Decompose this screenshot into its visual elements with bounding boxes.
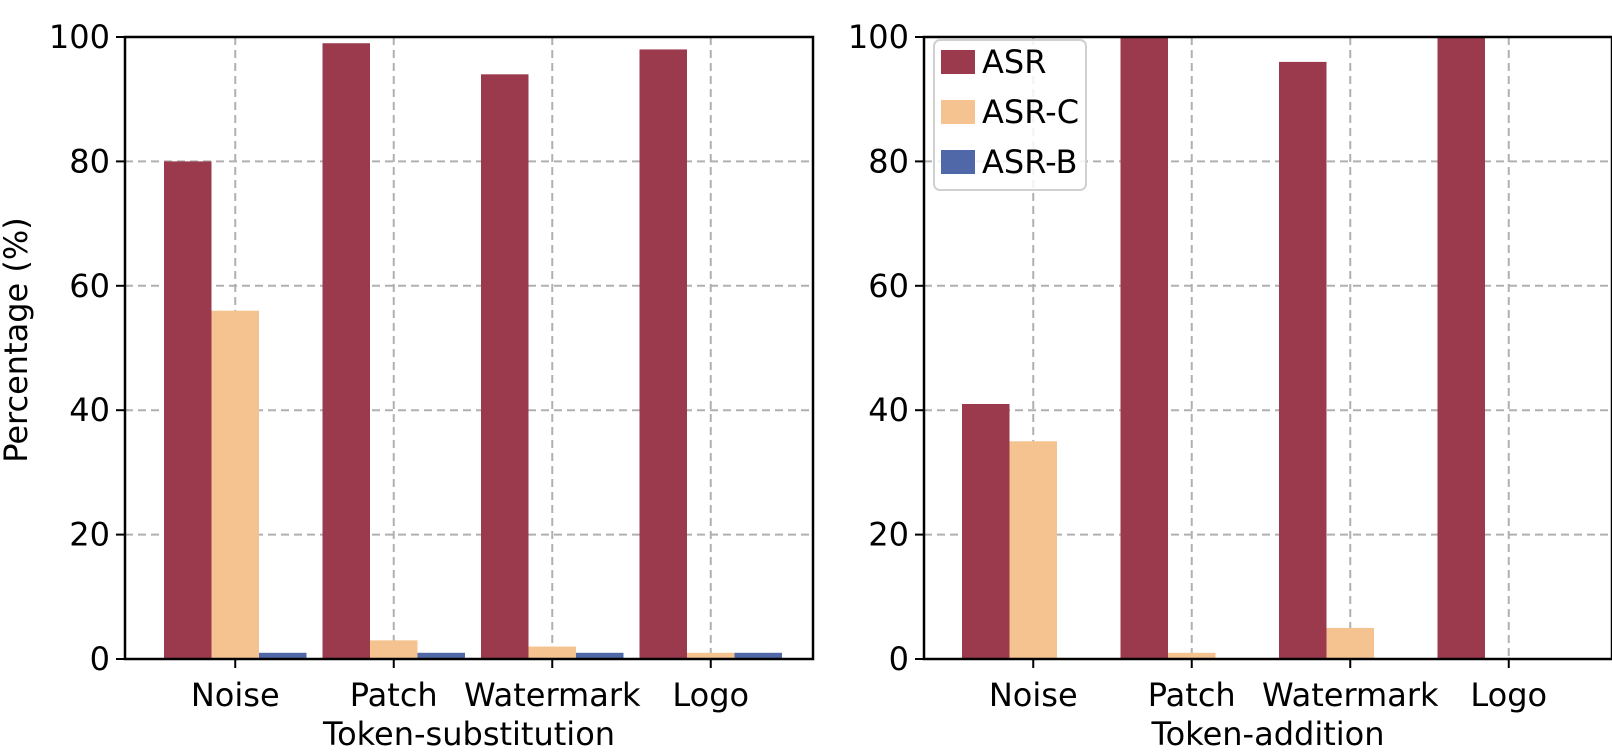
legend-swatch-asr-b — [941, 150, 975, 174]
chart-panel-token-substitution: 0 20 40 60 80 100 Noise Patch Watermark Logo Token… — [49, 18, 815, 753]
y-tick-label: 20 — [868, 516, 909, 554]
bar-asr-logo — [639, 49, 687, 659]
x-axis-label: Token-substitution — [322, 715, 615, 753]
y-tick-label: 0 — [889, 640, 909, 678]
axes-frame — [123, 35, 815, 661]
bar-asr-watermark — [481, 74, 529, 659]
x-tick-label: Logo — [1470, 676, 1547, 714]
legend-label-asr-c: ASR-C — [982, 93, 1079, 131]
y-tick-label: 20 — [69, 516, 110, 554]
bars — [962, 37, 1485, 659]
bar-asr-b-watermark — [576, 652, 624, 659]
y-tick-label: 80 — [69, 142, 110, 180]
x-tick-label: Noise — [989, 676, 1078, 714]
y-tick-label: 60 — [69, 267, 110, 305]
bar-asr-b-noise — [259, 652, 307, 659]
legend-swatch-asr-c — [941, 100, 975, 124]
legend-label-asr: ASR — [982, 43, 1046, 81]
x-tick-label: Watermark — [464, 676, 641, 714]
y-tick-label: 40 — [69, 391, 110, 429]
bar-asr-c-patch — [370, 640, 418, 659]
legend-swatch-asr — [941, 50, 975, 74]
bar-asr-c-watermark — [1326, 627, 1374, 659]
bar-asr-logo — [1437, 37, 1485, 659]
bar-asr-noise — [962, 403, 1010, 659]
bar-asr-c-patch — [1168, 652, 1216, 659]
bars — [164, 43, 782, 659]
bar-asr-patch — [1120, 37, 1168, 659]
bar-asr-b-logo — [734, 652, 782, 659]
legend: ASR ASR-C ASR-B — [933, 39, 1087, 191]
bar-asr-c-watermark — [528, 646, 576, 659]
y-tick-label: 60 — [868, 267, 909, 305]
y-tick-label: 80 — [868, 142, 909, 180]
x-tick-label: Patch — [350, 676, 438, 714]
bar-asr-c-noise — [1009, 441, 1057, 659]
x-axis-label: Token-addition — [1150, 715, 1384, 753]
axes-frame — [922, 35, 1612, 661]
y-tick-label: 100 — [49, 18, 110, 56]
bar-asr-patch — [322, 43, 370, 659]
bar-asr-watermark — [1279, 61, 1327, 659]
legend-label-asr-b: ASR-B — [982, 143, 1078, 181]
x-tick-label: Logo — [672, 676, 749, 714]
x-tick-label: Patch — [1148, 676, 1236, 714]
bar-asr-b-patch — [417, 652, 465, 659]
y-tick-label: 0 — [90, 640, 110, 678]
bar-asr-c-logo — [687, 652, 735, 659]
y-axis-label: Percentage (%) — [0, 217, 35, 463]
y-tick-label: 40 — [868, 391, 909, 429]
bar-asr-c-noise — [211, 310, 259, 659]
x-tick-label: Watermark — [1262, 676, 1439, 714]
x-tick-label: Noise — [191, 676, 280, 714]
bar-asr-noise — [164, 161, 212, 659]
y-tick-label: 100 — [848, 18, 909, 56]
chart-panel-token-addition: 0 20 40 60 80 100 Noise Patch Watermark Logo Token… — [848, 18, 1612, 753]
